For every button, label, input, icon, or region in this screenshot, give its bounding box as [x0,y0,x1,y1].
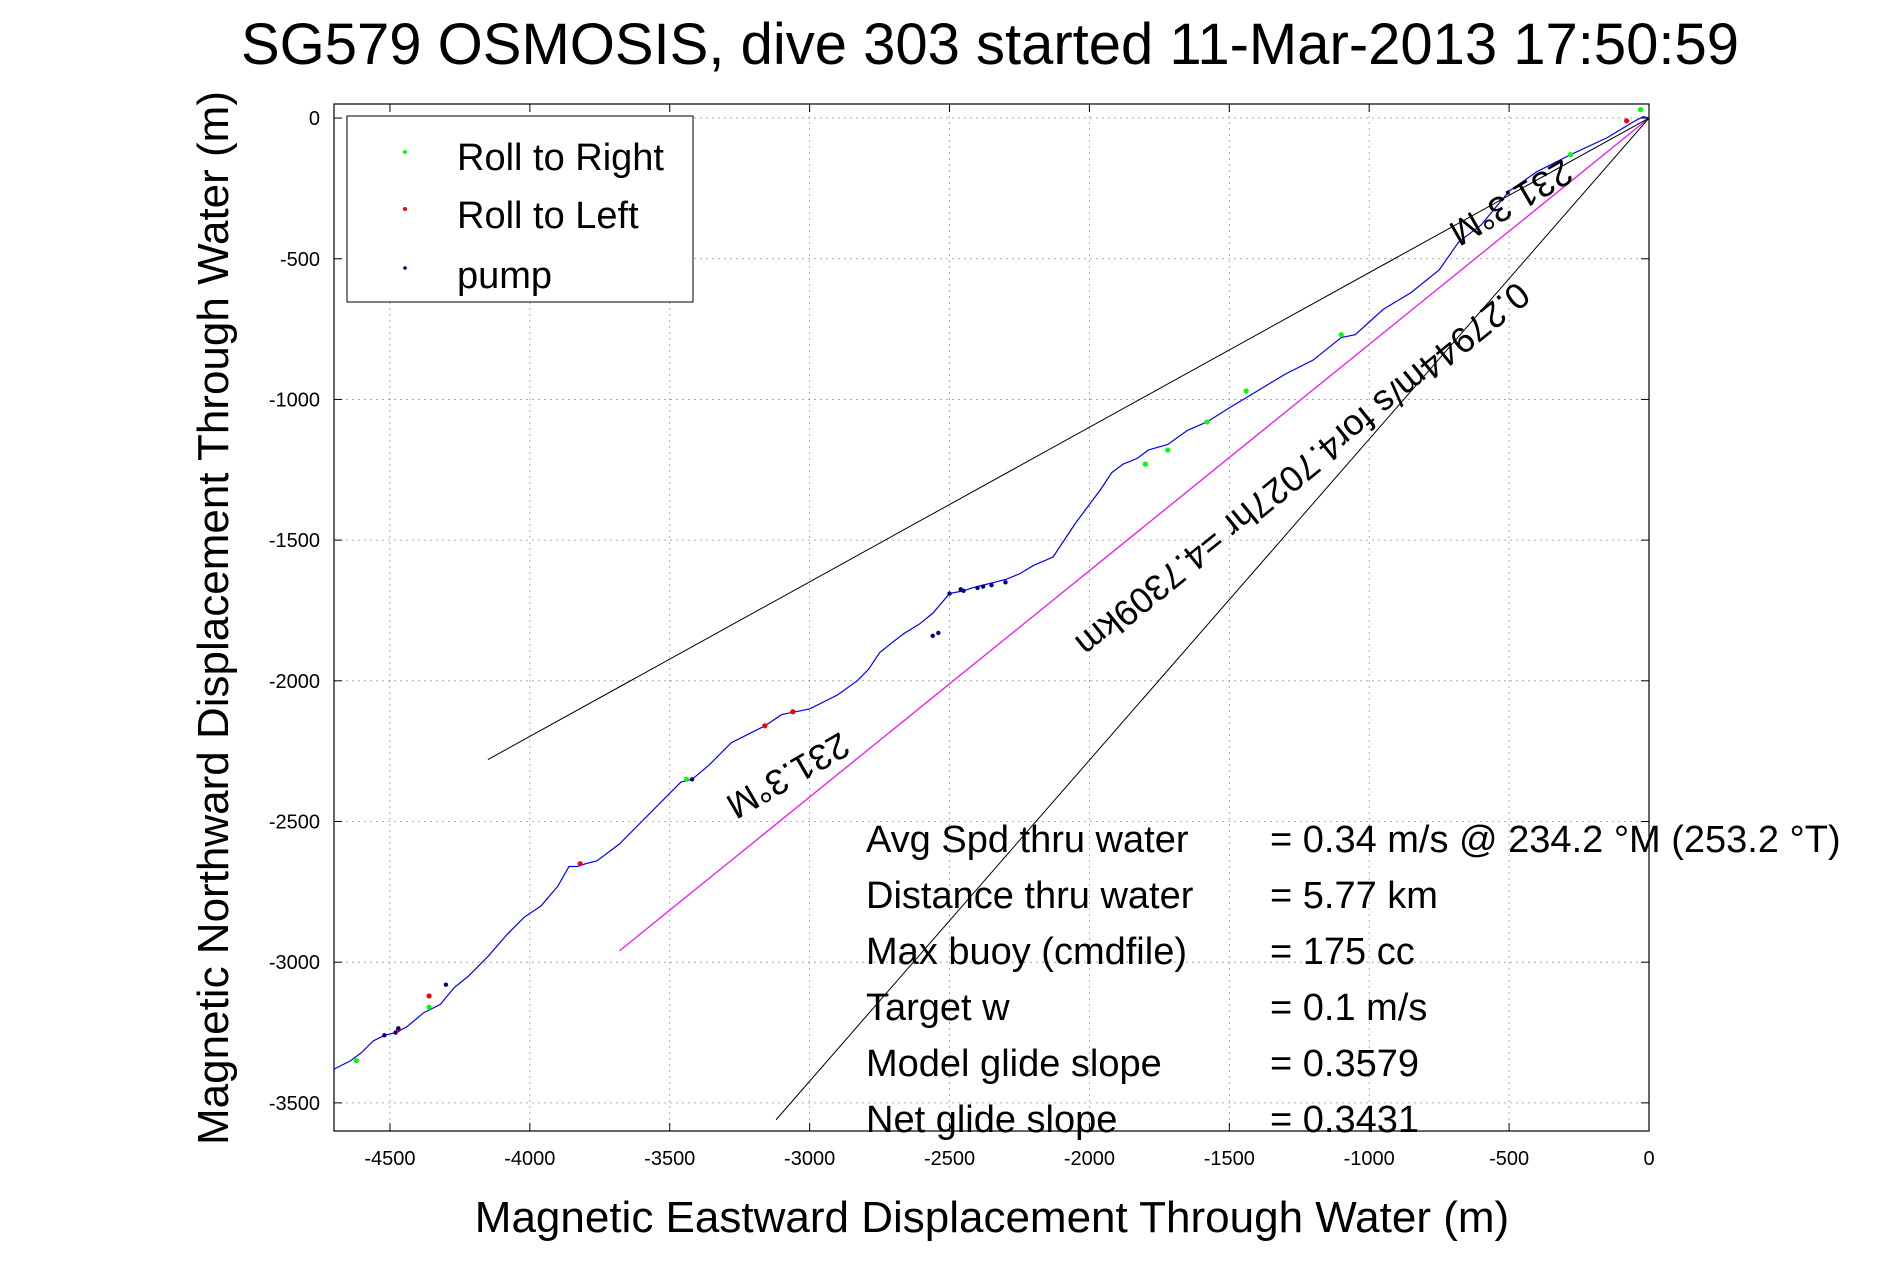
roll-markers [353,107,1644,1064]
series-course-line [619,117,1650,952]
pump-point [947,591,952,596]
reference-lines [487,117,1650,1121]
roll-left-point [1624,118,1630,124]
x-tick-label: -4000 [504,1148,555,1170]
stat-value: = 0.3579 [1270,1043,1419,1085]
stat-label: Max buoy (cmdfile) [866,931,1187,973]
roll-left-point [762,723,768,729]
legend: Roll to Right Roll to Left pump [346,115,694,303]
stat-label: Model glide slope [866,1043,1162,1085]
x-tick-label: -2500 [924,1148,975,1170]
series-cone_upper-line [487,117,1650,761]
legend-label-pump: pump [457,255,552,297]
roll-right-point [1243,388,1249,394]
stat-label: Net glide slope [866,1099,1117,1141]
legend-label-roll-left: Roll to Left [457,195,639,237]
series-cone_lower-line [775,117,1650,1121]
roll-left-point [577,861,583,867]
speed-annotation: 0.27944m/s for4.7027hr =4.7309km [1068,274,1538,665]
y-tick-label: -2000 [269,671,320,693]
chart-title: SG579 OSMOSIS, dive 303 started 11-Mar-2… [241,12,1739,77]
stat-value: = 5.77 km [1270,875,1438,917]
y-tick-label: -3000 [269,952,320,974]
roll-right-point [683,776,690,782]
roll-right-point [353,1058,359,1064]
y-axis-label: Magnetic Northward Displacement Through … [189,91,238,1145]
roll-right-point [1165,447,1171,453]
stat-value: = 175 cc [1270,931,1415,973]
stats-block: Avg Spd thru water = 0.34 m/s @ 234.2 °M … [866,819,1841,1141]
pump-point [443,982,449,987]
x-tick-label: -1000 [1344,1148,1395,1170]
y-tick-label: 0 [309,108,320,130]
pump-point [396,1026,401,1031]
roll-left-point [426,993,432,999]
roll-right-point [426,1004,432,1010]
pump-point [936,630,941,636]
x-axis-label: Magnetic Eastward Displacement Through W… [475,1193,1509,1242]
x-tick-label: -3000 [784,1148,835,1170]
axes-box [333,103,1650,1132]
roll-right-point [1638,107,1644,113]
stat-label: Distance thru water [866,875,1194,917]
x-tick-label: -4500 [364,1148,415,1170]
pump-point [980,584,986,589]
pump-point [393,1030,398,1035]
x-tick-label: -2000 [1064,1148,1115,1170]
stat-value: = 0.1 m/s [1270,987,1427,1029]
roll-right-point [1338,332,1344,338]
track-series [333,116,1650,1070]
pump-point [382,1033,387,1038]
stat-value: = 0.3431 [1270,1099,1419,1141]
pump-point [1003,580,1008,585]
stat-label: Target w [866,987,1010,1029]
pump-point [975,585,980,591]
roll-right-point [1568,152,1574,158]
pump-point [958,587,963,592]
legend-label-roll-right: Roll to Right [457,137,664,179]
x-tick-label: -1500 [1204,1148,1255,1170]
x-tick-label: 0 [1643,1148,1654,1170]
y-tick-label: -2500 [269,811,320,833]
y-ticks: 0 -500 -1000 -1500 -2000 -2500 -3000 -3500 [269,108,1649,1115]
legend-marker-roll-right [403,150,407,154]
stat-value: = 0.34 m/s @ 234.2 °M (253.2 °T) [1270,819,1841,861]
x-ticks: -4500 -4000 -3500 -3000 -2500 -2000 -1500 -1000… [364,104,1655,1170]
x-tick-label: -3500 [644,1148,695,1170]
legend-marker-roll-left [403,207,407,211]
y-tick-label: -3500 [269,1093,320,1115]
heading-annotation-upper: 231.3°M [1443,151,1580,254]
stat-label: Avg Spd thru water [866,819,1189,861]
roll-right-point [1142,461,1148,467]
pump-point [930,633,935,638]
legend-marker-pump [403,266,407,270]
roll-left-point [790,709,796,715]
x-tick-label: -500 [1489,1148,1529,1170]
y-tick-label: -500 [280,249,320,271]
pump-point [989,582,994,588]
roll-right-point [1204,419,1210,425]
y-tick-label: -1000 [269,389,320,411]
y-tick-label: -1500 [269,530,320,552]
series-track-line [333,116,1650,1070]
pump-point [689,777,695,782]
